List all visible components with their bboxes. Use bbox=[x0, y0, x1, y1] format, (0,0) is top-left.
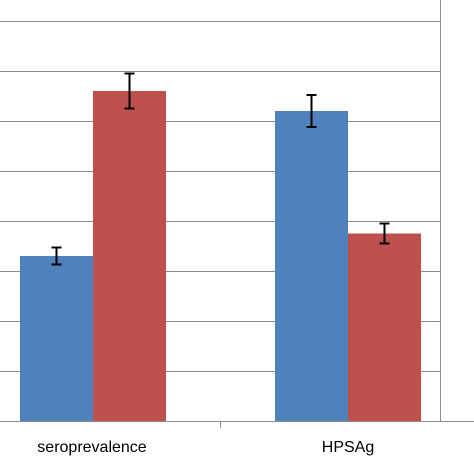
x-tick-label: seroprevalence bbox=[37, 439, 147, 456]
error-bars bbox=[51, 72, 390, 266]
bar bbox=[275, 111, 348, 421]
bar bbox=[348, 233, 421, 421]
x-tick-label: HPSAg bbox=[322, 439, 374, 456]
bar bbox=[93, 91, 166, 421]
x-axis bbox=[0, 421, 474, 428]
x-tick-labels: seroprevalence HPSAg bbox=[37, 439, 374, 456]
bars bbox=[20, 91, 421, 421]
bar bbox=[20, 256, 93, 421]
